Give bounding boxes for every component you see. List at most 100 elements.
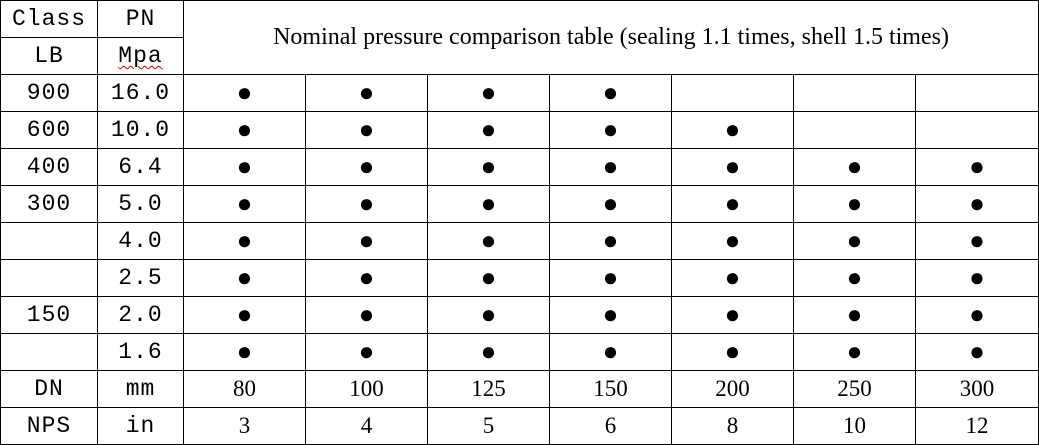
header-cell: PN (97, 0, 184, 38)
value-cell: ● (671, 148, 794, 186)
value-cell: ● (793, 148, 916, 186)
label-cell (0, 222, 98, 260)
value-cell: 300 (914, 370, 1039, 408)
value-cell: ● (671, 259, 794, 297)
label-cell (0, 333, 98, 371)
value-cell: ● (549, 111, 672, 149)
label-cell: 10.0 (97, 111, 184, 149)
table-row: 300 5.0 ● ● ● ● ● ● ● (0, 185, 1039, 223)
value-cell (671, 74, 794, 112)
label-cell: 600 (0, 111, 98, 149)
label-cell: NPS (0, 407, 98, 445)
value-cell: ● (305, 296, 428, 334)
value-cell: ● (427, 185, 550, 223)
value-cell: 250 (793, 370, 916, 408)
table-title: Nominal pressure comparison table (seali… (182, 0, 1039, 75)
value-cell: ● (793, 185, 916, 223)
label-cell: 300 (0, 185, 98, 223)
value-cell: ● (305, 333, 428, 371)
value-cell (793, 111, 916, 149)
value-cell: 150 (549, 370, 672, 408)
value-cell: ● (183, 148, 306, 186)
value-cell: ● (183, 222, 306, 260)
label-cell: 5.0 (97, 185, 184, 223)
value-cell: ● (793, 222, 916, 260)
label-cell: 16.0 (97, 74, 184, 112)
value-cell: ● (427, 222, 550, 260)
value-cell: 6 (549, 407, 672, 445)
value-cell (914, 74, 1039, 112)
table-row: 600 10.0 ● ● ● ● ● (0, 111, 1039, 149)
value-cell: ● (427, 74, 550, 112)
header-cell: Class (0, 0, 98, 38)
value-cell: ● (793, 296, 916, 334)
value-cell: ● (183, 185, 306, 223)
value-cell: ● (305, 111, 428, 149)
value-cell: 10 (793, 407, 916, 445)
value-cell: ● (183, 333, 306, 371)
value-cell: 5 (427, 407, 550, 445)
table-row: NPS in 3 4 5 6 8 10 12 (0, 407, 1039, 445)
value-cell: ● (427, 111, 550, 149)
table-row: 2.5 ● ● ● ● ● ● ● (0, 259, 1039, 297)
label-cell (0, 259, 98, 297)
header-row: Class PN Nominal pressure comparison tab… (0, 0, 1039, 75)
table-row: 400 6.4 ● ● ● ● ● ● ● (0, 148, 1039, 186)
value-cell: ● (305, 259, 428, 297)
value-cell: ● (549, 296, 672, 334)
value-cell: ● (549, 148, 672, 186)
label-cell: 900 (0, 74, 98, 112)
label-cell: 2.0 (97, 296, 184, 334)
value-cell: ● (914, 185, 1039, 223)
table-row: DN mm 80 100 125 150 200 250 300 (0, 370, 1039, 408)
value-cell: ● (671, 296, 794, 334)
value-cell: ● (549, 259, 672, 297)
table-row: 150 2.0 ● ● ● ● ● ● ● (0, 296, 1039, 334)
label-cell: 1.6 (97, 333, 184, 371)
value-cell: 125 (427, 370, 550, 408)
value-cell: ● (671, 222, 794, 260)
label-cell: mm (97, 370, 184, 408)
value-cell (793, 74, 916, 112)
label-cell: DN (0, 370, 98, 408)
value-cell: ● (183, 296, 306, 334)
header-text: Mpa (118, 43, 163, 69)
header-cell: Mpa (97, 37, 184, 75)
label-cell: 2.5 (97, 259, 184, 297)
value-cell (914, 111, 1039, 149)
table-row: 900 16.0 ● ● ● ● (0, 74, 1039, 112)
value-cell: ● (549, 333, 672, 371)
value-cell: ● (914, 333, 1039, 371)
value-cell: ● (671, 111, 794, 149)
table-row: 4.0 ● ● ● ● ● ● ● (0, 222, 1039, 260)
value-cell: ● (427, 296, 550, 334)
value-cell: ● (914, 148, 1039, 186)
value-cell: 200 (671, 370, 794, 408)
value-cell: ● (427, 259, 550, 297)
value-cell: 3 (183, 407, 306, 445)
value-cell: 12 (914, 407, 1039, 445)
value-cell: ● (427, 333, 550, 371)
value-cell: ● (305, 222, 428, 260)
value-cell: ● (793, 259, 916, 297)
value-cell: ● (793, 333, 916, 371)
header-row: LB Mpa (0, 37, 1039, 75)
value-cell: 100 (305, 370, 428, 408)
value-cell: 8 (671, 407, 794, 445)
value-cell: ● (914, 222, 1039, 260)
label-cell: 6.4 (97, 148, 184, 186)
value-cell: ● (914, 296, 1039, 334)
value-cell: ● (183, 259, 306, 297)
value-cell: 4 (305, 407, 428, 445)
value-cell: 80 (183, 370, 306, 408)
value-cell: ● (183, 111, 306, 149)
value-cell: ● (305, 185, 428, 223)
value-cell: ● (305, 148, 428, 186)
value-cell: ● (427, 148, 550, 186)
value-cell: ● (549, 222, 672, 260)
value-cell: ● (671, 333, 794, 371)
value-cell: ● (305, 74, 428, 112)
label-cell: 150 (0, 296, 98, 334)
